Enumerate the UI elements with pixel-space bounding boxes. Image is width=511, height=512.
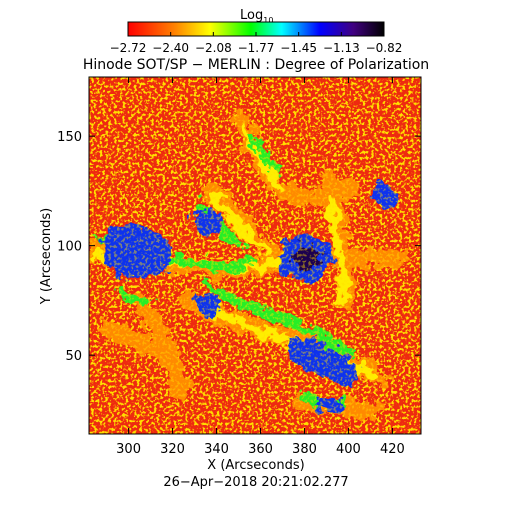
- y-tick-label: 100: [57, 240, 82, 255]
- colorbar-tick-label: −2.72: [110, 41, 147, 55]
- x-tick-label: 340: [204, 442, 229, 457]
- colorbar-tick-label: −1.13: [323, 41, 360, 55]
- colorbar-ticks: −2.72 −2.40 −2.08 −1.77 −1.45 −1.13 −0.82: [110, 32, 403, 55]
- timestamp: 26−Apr−2018 20:21:02.277: [163, 475, 348, 490]
- plot-title: Hinode SOT/SP − MERLIN : Degree of Polar…: [83, 57, 429, 73]
- polarization-map: [89, 77, 421, 434]
- plot-frame: [88, 76, 422, 435]
- axis-ticks: 300 320 340 360 380 400 420 50 100 150: [57, 77, 421, 457]
- map-speckle-overlay: [89, 77, 421, 434]
- x-tick-label: 400: [336, 442, 361, 457]
- x-tick-label: 320: [160, 442, 185, 457]
- x-tick-label: 380: [292, 442, 317, 457]
- x-axis-label: X (Arcseconds): [207, 458, 304, 473]
- colorbar-tick-label: −0.82: [366, 41, 403, 55]
- colorbar-tick-label: −2.08: [195, 41, 232, 55]
- colorbar-tick-label: −1.45: [280, 41, 317, 55]
- colorbar-tick-label: −1.77: [238, 41, 275, 55]
- x-tick-label: 300: [116, 442, 141, 457]
- y-tick-label: 50: [65, 349, 82, 364]
- y-tick-label: 150: [57, 130, 82, 145]
- y-axis-label: Y (Arcseconds): [39, 208, 54, 305]
- x-tick-label: 360: [248, 442, 273, 457]
- colorbar-tick-label: −2.40: [152, 41, 189, 55]
- x-tick-label: 420: [380, 442, 405, 457]
- colorbar-label: Log10: [240, 8, 273, 25]
